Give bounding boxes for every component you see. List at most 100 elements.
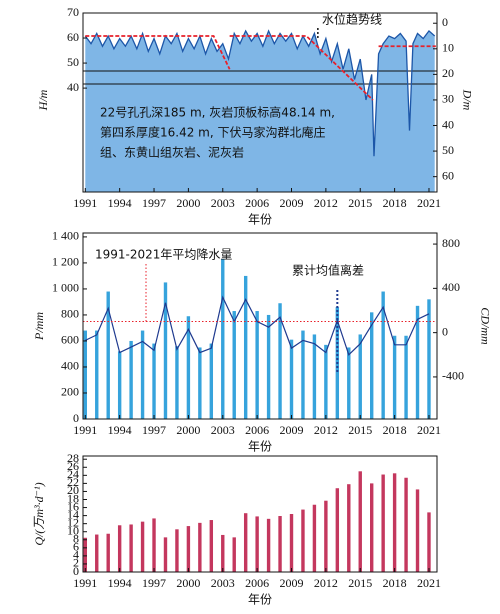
bar [324,500,328,572]
bar [392,473,397,572]
bar [186,316,191,419]
y-axis-label: H/m [36,89,50,111]
y-tick-label: 14 [67,507,79,521]
bar [186,526,191,572]
y-tick-label: 12 [67,515,79,529]
y-tick-label: 60 [67,30,79,44]
bar [152,343,156,419]
bar [232,311,236,419]
bar [163,282,168,419]
y-tick-label: 0 [73,564,79,578]
bar [301,330,305,419]
y-tick-label: 800 [61,307,79,321]
bar [243,275,248,419]
x-tick-label: 2021 [417,576,441,590]
x-tick-label: 2006 [245,423,269,437]
bar [266,314,271,419]
bar [175,346,179,419]
y-tick-label: 40 [67,80,79,94]
departure-line [85,295,430,356]
y-tick-label: 16 [67,499,79,513]
bar [289,339,294,419]
y-tick-label: 70 [67,5,79,19]
bar [266,518,271,572]
bar [255,311,259,419]
x-tick-label: 2012 [314,196,338,210]
bar [255,516,259,572]
y-tick-label: 2 [73,556,79,570]
x-tick-label: 1994 [108,576,132,590]
y-tick-label: 4 [73,548,79,562]
bar [117,525,122,572]
bar [312,504,317,572]
x-tick-label: 2000 [176,423,200,437]
bar [140,521,145,572]
y-tick-label: 8 [73,532,79,546]
bar [198,522,202,572]
x-tick-label: 2009 [280,423,304,437]
bar [243,513,248,572]
x-tick-label: 1997 [142,196,166,210]
bar [427,512,431,572]
x-tick-label: 1991 [73,576,97,590]
x-tick-label: 2018 [383,576,407,590]
x-tick-label: 2003 [211,423,235,437]
x-tick-label: 2009 [280,576,304,590]
bar [198,347,202,419]
bar [83,537,87,572]
x-tick-label: 2012 [314,576,338,590]
y2-tick-label: 800 [442,236,460,250]
bar [95,534,99,572]
bar [221,534,225,572]
x-tick-label: 1994 [108,196,132,210]
bar [95,330,99,419]
bar [415,489,420,572]
bar [129,524,133,572]
x-tick-label: 2018 [383,423,407,437]
bar [117,351,122,419]
y2-tick-label: 10 [442,41,454,55]
bar [301,509,305,572]
x-axis-label: 年份 [248,593,272,607]
x-tick-label: 2003 [211,196,235,210]
bar [175,529,179,572]
y-tick-label: 6 [73,540,79,554]
bar [163,537,168,572]
y-tick-label: 26 [67,459,79,473]
bar [278,303,282,419]
bar [369,312,374,419]
bar [404,335,408,419]
bar [381,291,385,419]
bar [381,474,385,572]
y-tick-label: 20 [67,483,79,497]
y2-tick-label: 60 [442,168,454,182]
x-tick-label: 2015 [348,196,372,210]
y-tick-label: 10 [67,523,79,537]
y2-tick-label: 30 [442,92,454,106]
bar [392,335,397,419]
y-tick-label: 24 [67,467,79,481]
trend-line [85,35,436,101]
y2-tick-label: 20 [442,66,454,80]
x-tick-label: 2003 [211,576,235,590]
annotation: 水位趋势线 [322,12,382,27]
x-tick-label: 2018 [383,196,407,210]
bar [221,259,225,419]
bar [152,518,156,572]
bar [347,347,351,419]
y-tick-label: 200 [61,385,79,399]
annotation: 22号孔孔深185 m, 灰岩顶板标高48.14 m, [100,105,335,120]
bar [415,305,420,419]
y2-tick-label: 0 [442,15,448,29]
y2-axis-label: D/m [460,89,474,111]
x-tick-label: 2000 [176,576,200,590]
y2-tick-label: 400 [442,280,460,294]
bar [129,340,133,419]
x-tick-label: 2006 [245,196,269,210]
x-tick-label: 2015 [348,576,372,590]
x-tick-label: 1991 [73,196,97,210]
y2-tick-label: 0 [442,324,448,338]
bar [106,291,110,419]
y2-tick-label: 50 [442,143,454,157]
